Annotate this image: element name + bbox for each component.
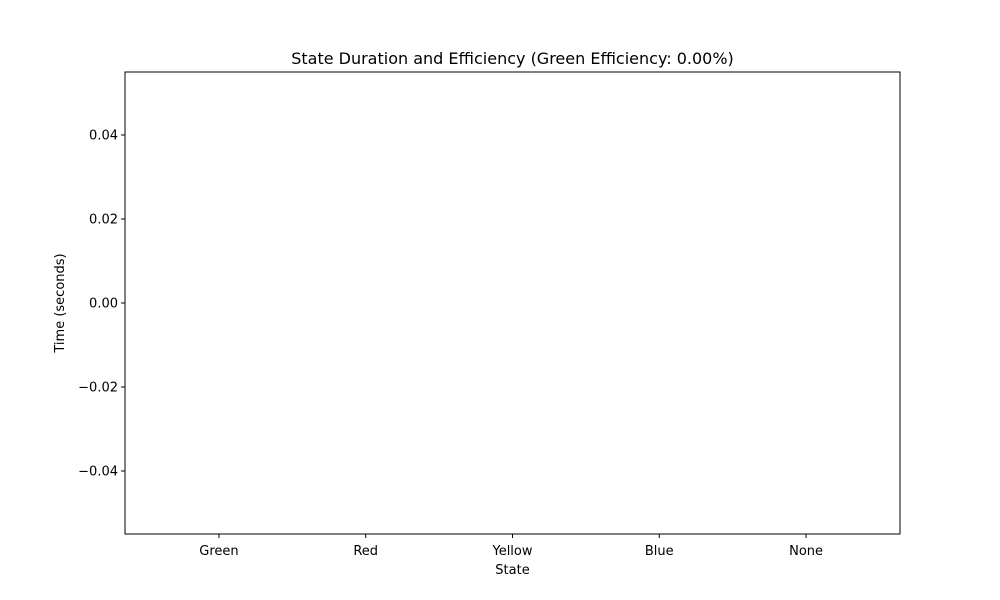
y-tick-label: −0.02 — [78, 381, 118, 396]
chart-title: State Duration and Efficiency (Green Eff… — [291, 49, 734, 68]
plot-area — [124, 71, 901, 535]
y-tick-label: 0.00 — [89, 297, 118, 312]
x-tick-label: Red — [353, 544, 378, 559]
x-axis-ticks: Green Red Yellow Blue None — [199, 534, 823, 559]
x-axis-label: State — [495, 563, 529, 578]
x-tick-label: None — [789, 544, 823, 559]
y-tick-label: −0.04 — [78, 465, 118, 480]
y-axis-label: Time (seconds) — [53, 253, 68, 353]
y-tick-label: 0.04 — [89, 129, 118, 144]
x-tick-label: Green — [199, 544, 238, 559]
y-tick-label: 0.02 — [89, 213, 118, 228]
x-tick-label: Blue — [645, 544, 674, 559]
x-tick-label: Yellow — [491, 544, 532, 559]
y-axis-ticks: −0.04 −0.02 0.00 0.02 0.04 — [78, 129, 125, 480]
